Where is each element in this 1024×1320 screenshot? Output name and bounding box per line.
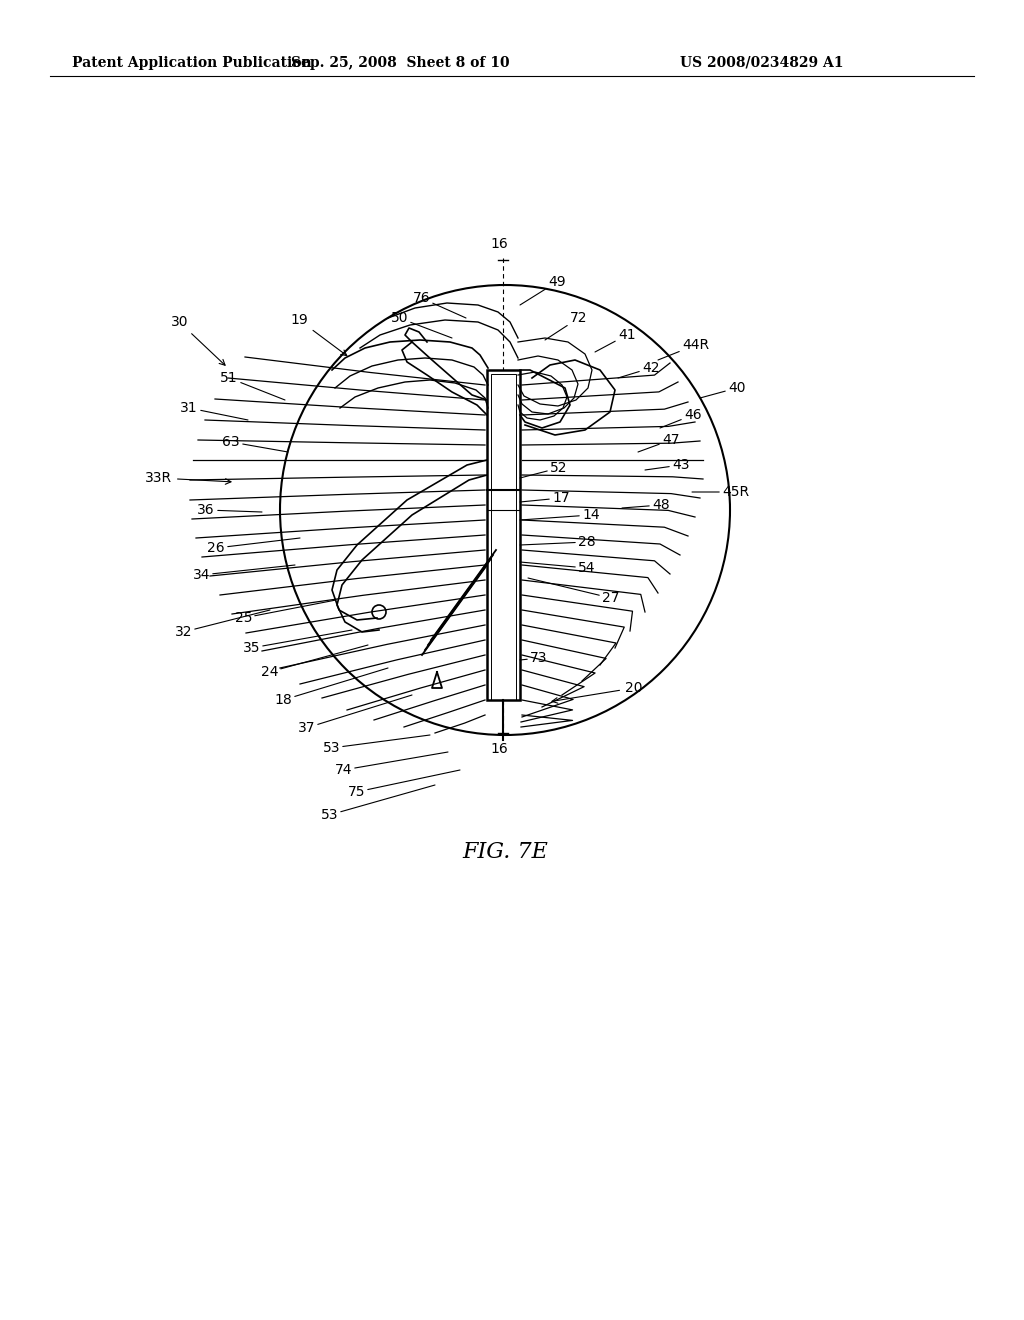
Text: 20: 20 <box>552 681 642 704</box>
Text: 40: 40 <box>700 381 745 399</box>
Text: 51: 51 <box>220 371 285 400</box>
Text: 31: 31 <box>180 401 248 420</box>
Text: 43: 43 <box>645 458 689 473</box>
Text: 63: 63 <box>222 436 288 451</box>
Text: 24: 24 <box>260 645 368 678</box>
Text: 17: 17 <box>520 491 569 506</box>
Text: 44R: 44R <box>658 338 710 360</box>
Text: 30: 30 <box>171 315 225 366</box>
Text: 75: 75 <box>347 770 460 799</box>
Text: 72: 72 <box>545 312 588 341</box>
Text: 18: 18 <box>274 668 388 708</box>
Text: 41: 41 <box>595 327 636 352</box>
Text: 49: 49 <box>520 275 565 305</box>
Text: 28: 28 <box>520 535 596 549</box>
Text: 26: 26 <box>208 539 300 554</box>
Text: 16: 16 <box>490 238 508 251</box>
Text: 37: 37 <box>298 696 412 735</box>
Text: Patent Application Publication: Patent Application Publication <box>72 55 311 70</box>
Text: 36: 36 <box>198 503 262 517</box>
Text: 45R: 45R <box>692 484 750 499</box>
Text: 14: 14 <box>520 508 600 521</box>
Text: 35: 35 <box>243 630 352 655</box>
Text: 50: 50 <box>390 312 452 338</box>
Bar <box>487 370 520 700</box>
Text: 27: 27 <box>528 578 620 605</box>
Text: 52: 52 <box>520 461 567 478</box>
Text: 76: 76 <box>413 290 466 318</box>
Text: 53: 53 <box>321 785 435 822</box>
Bar <box>490 374 516 700</box>
Text: 16: 16 <box>490 742 508 756</box>
Text: Sep. 25, 2008  Sheet 8 of 10: Sep. 25, 2008 Sheet 8 of 10 <box>291 55 509 70</box>
Text: 53: 53 <box>323 735 430 755</box>
Text: 25: 25 <box>234 601 336 624</box>
Text: 32: 32 <box>174 610 270 639</box>
Text: 74: 74 <box>335 752 449 777</box>
Text: 47: 47 <box>638 433 680 451</box>
Text: 48: 48 <box>622 498 670 512</box>
Text: 46: 46 <box>660 408 701 428</box>
Text: 54: 54 <box>520 561 596 576</box>
Text: FIG. 7E: FIG. 7E <box>462 841 548 863</box>
Text: 34: 34 <box>193 565 295 582</box>
Text: 19: 19 <box>290 313 347 355</box>
Text: US 2008/0234829 A1: US 2008/0234829 A1 <box>680 55 844 70</box>
Text: 33R: 33R <box>144 471 231 484</box>
Text: 42: 42 <box>618 360 659 378</box>
Text: 73: 73 <box>520 651 548 665</box>
